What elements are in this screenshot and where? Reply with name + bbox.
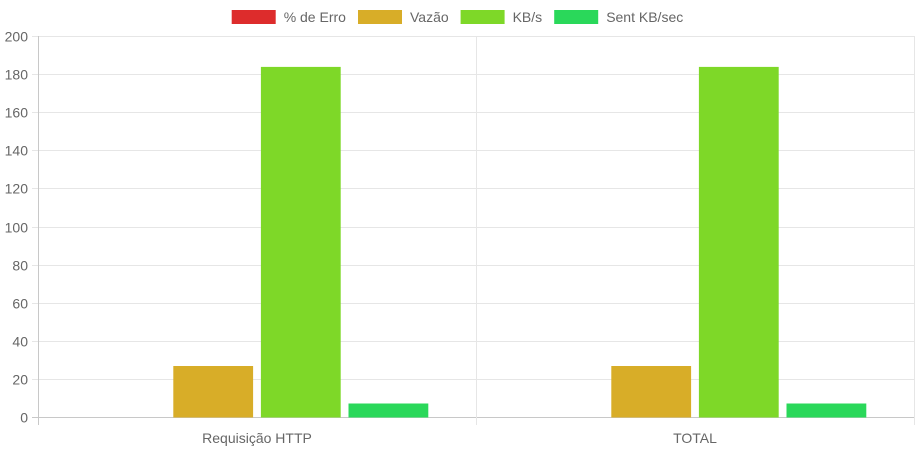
y-tick-label: 100 — [5, 220, 29, 236]
x-tick-label: Requisição HTTP — [202, 430, 312, 446]
legend-item-sent-kb-sec[interactable]: Sent KB/sec — [554, 9, 683, 25]
chart-tick-labels: 0 20 40 60 80 100 120 140 160 180 200 Requisição HT… — [5, 29, 717, 447]
bar-kb-s-total[interactable] — [698, 66, 779, 418]
legend-swatch — [554, 10, 599, 24]
chart-axes — [38, 36, 915, 425]
legend-item-kb-s[interactable]: KB/s — [460, 9, 543, 25]
y-tick-label: 140 — [5, 143, 29, 159]
legend-swatch — [460, 10, 505, 24]
bar-kb-s-requisicao-http[interactable] — [260, 66, 341, 418]
chart-grid — [32, 36, 914, 418]
legend-label: Sent KB/sec — [606, 9, 683, 25]
legend-label: Vazão — [410, 9, 449, 25]
legend-swatch — [358, 10, 402, 24]
y-tick-label: 80 — [12, 258, 28, 274]
bar-sent-kb-sec-requisicao-http[interactable] — [348, 403, 429, 418]
legend-item-pct-de-erro[interactable]: % de Erro — [231, 9, 346, 25]
y-tick-label: 160 — [5, 105, 29, 121]
legend-label: KB/s — [513, 9, 543, 25]
y-tick-label: 40 — [12, 334, 28, 350]
y-tick-label: 20 — [12, 372, 28, 388]
y-tick-label: 180 — [5, 67, 29, 83]
y-tick-label: 120 — [5, 181, 29, 197]
bar-vazao-requisicao-http[interactable] — [173, 366, 254, 418]
x-tick-label: TOTAL — [673, 430, 717, 446]
legend-item-vazao[interactable]: Vazão — [358, 9, 449, 25]
bar-vazao-total[interactable] — [611, 366, 692, 418]
y-tick-label: 200 — [5, 29, 29, 45]
y-tick-label: 0 — [20, 410, 28, 426]
bar-sent-kb-sec-total[interactable] — [786, 403, 867, 418]
chart-legend: % de Erro Vazão KB/s Sent KB/sec — [231, 9, 683, 25]
y-tick-label: 60 — [12, 296, 28, 312]
legend-swatch — [231, 10, 276, 24]
chart-bars — [173, 66, 867, 418]
legend-label: % de Erro — [284, 9, 346, 25]
